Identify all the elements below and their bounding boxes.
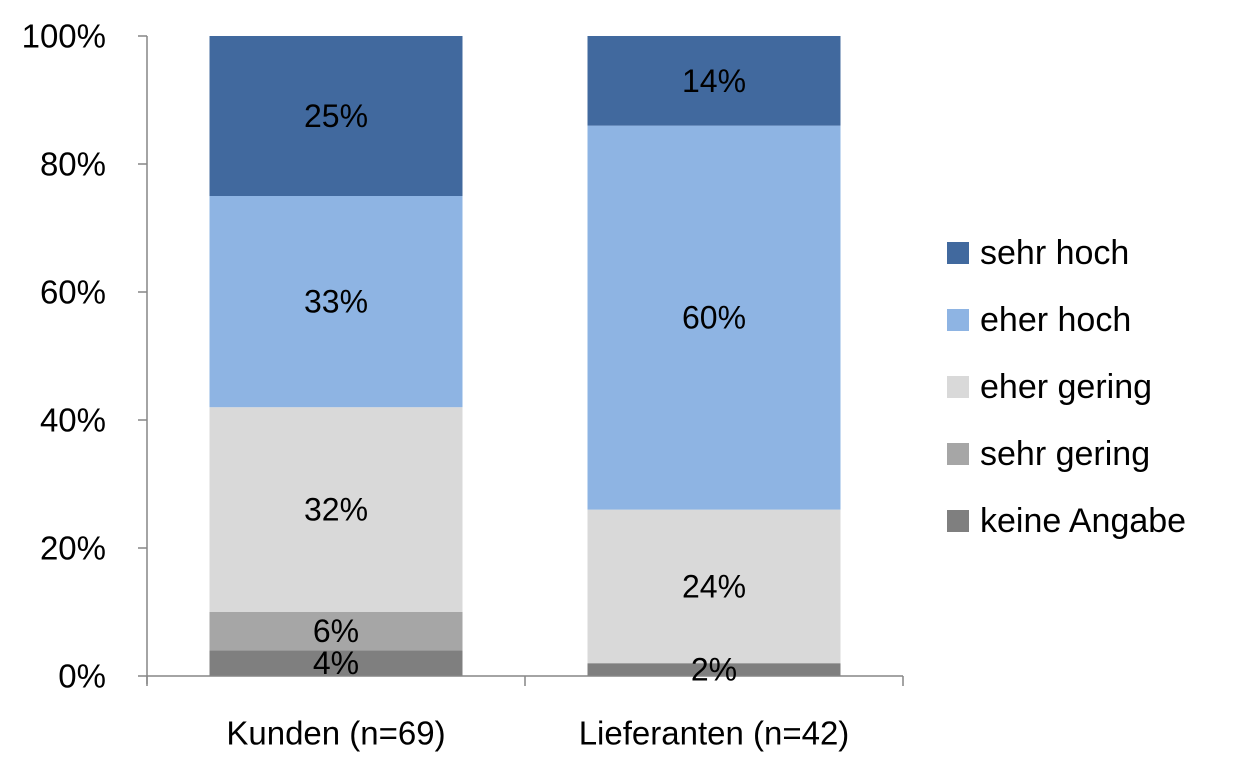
legend-label-keine-angabe: keine Angabe [980,502,1186,540]
y-tick-label: 40% [40,402,106,439]
legend-swatch-eher-hoch [947,309,969,331]
bar-segment-eher-hoch-1 [209,196,463,408]
data-label-eher-hoch-1: 33% [304,284,368,320]
bar-segment-eher-gering-1 [209,407,463,612]
x-category-label-2: Lieferanten (n=42) [579,715,850,752]
data-label-sehr-gering-1: 6% [313,613,359,649]
data-label-sehr-hoch-1: 25% [304,98,368,134]
data-label-eher-gering-2: 24% [682,568,746,604]
data-label-eher-gering-1: 32% [304,492,368,528]
legend-swatch-sehr-gering [947,443,969,465]
legend-label-sehr-hoch: sehr hoch [980,234,1129,272]
bar-segment-keine-angabe-2 [587,663,841,676]
y-tick-label: 0% [58,658,106,695]
legend-swatch-keine-angabe [947,510,969,532]
bar-segment-sehr-hoch-1 [209,36,463,196]
legend-swatch-eher-gering [947,376,969,398]
x-category-label-1: Kunden (n=69) [226,715,445,752]
legend-label-eher-gering: eher gering [980,368,1152,406]
bar-segment-sehr-gering-1 [209,612,463,651]
data-label-keine-angabe-1: 4% [313,645,359,681]
bars-layer [209,36,841,676]
legend: sehr hoch eher hoch eher gering sehr gering… [947,234,1186,540]
data-label-sehr-hoch-2: 14% [682,63,746,99]
bar-segment-eher-hoch-2 [587,125,841,510]
y-tick-label: 100% [22,18,106,55]
axes-layer: 0% 20% 40% 60% 80% 100% Kunden (n=69) Lieferant… [22,18,904,752]
bar-segment-sehr-hoch-2 [587,36,841,126]
data-labels-layer: 4%6% 32% 33% 25% 2% 24% 60% 14% [304,63,746,688]
legend-label-sehr-gering: sehr gering [980,435,1150,473]
y-tick-label: 80% [40,146,106,183]
legend-label-eher-hoch: eher hoch [980,301,1131,339]
bar-segment-keine-angabe-1 [209,650,463,676]
data-label-keine-angabe-2: 2% [691,652,737,688]
data-label-eher-hoch-2: 60% [682,300,746,336]
y-tick-label: 20% [40,530,106,567]
bar-segment-eher-gering-2 [587,509,841,664]
y-tick-label: 60% [40,274,106,311]
legend-swatch-sehr-hoch [947,242,969,264]
